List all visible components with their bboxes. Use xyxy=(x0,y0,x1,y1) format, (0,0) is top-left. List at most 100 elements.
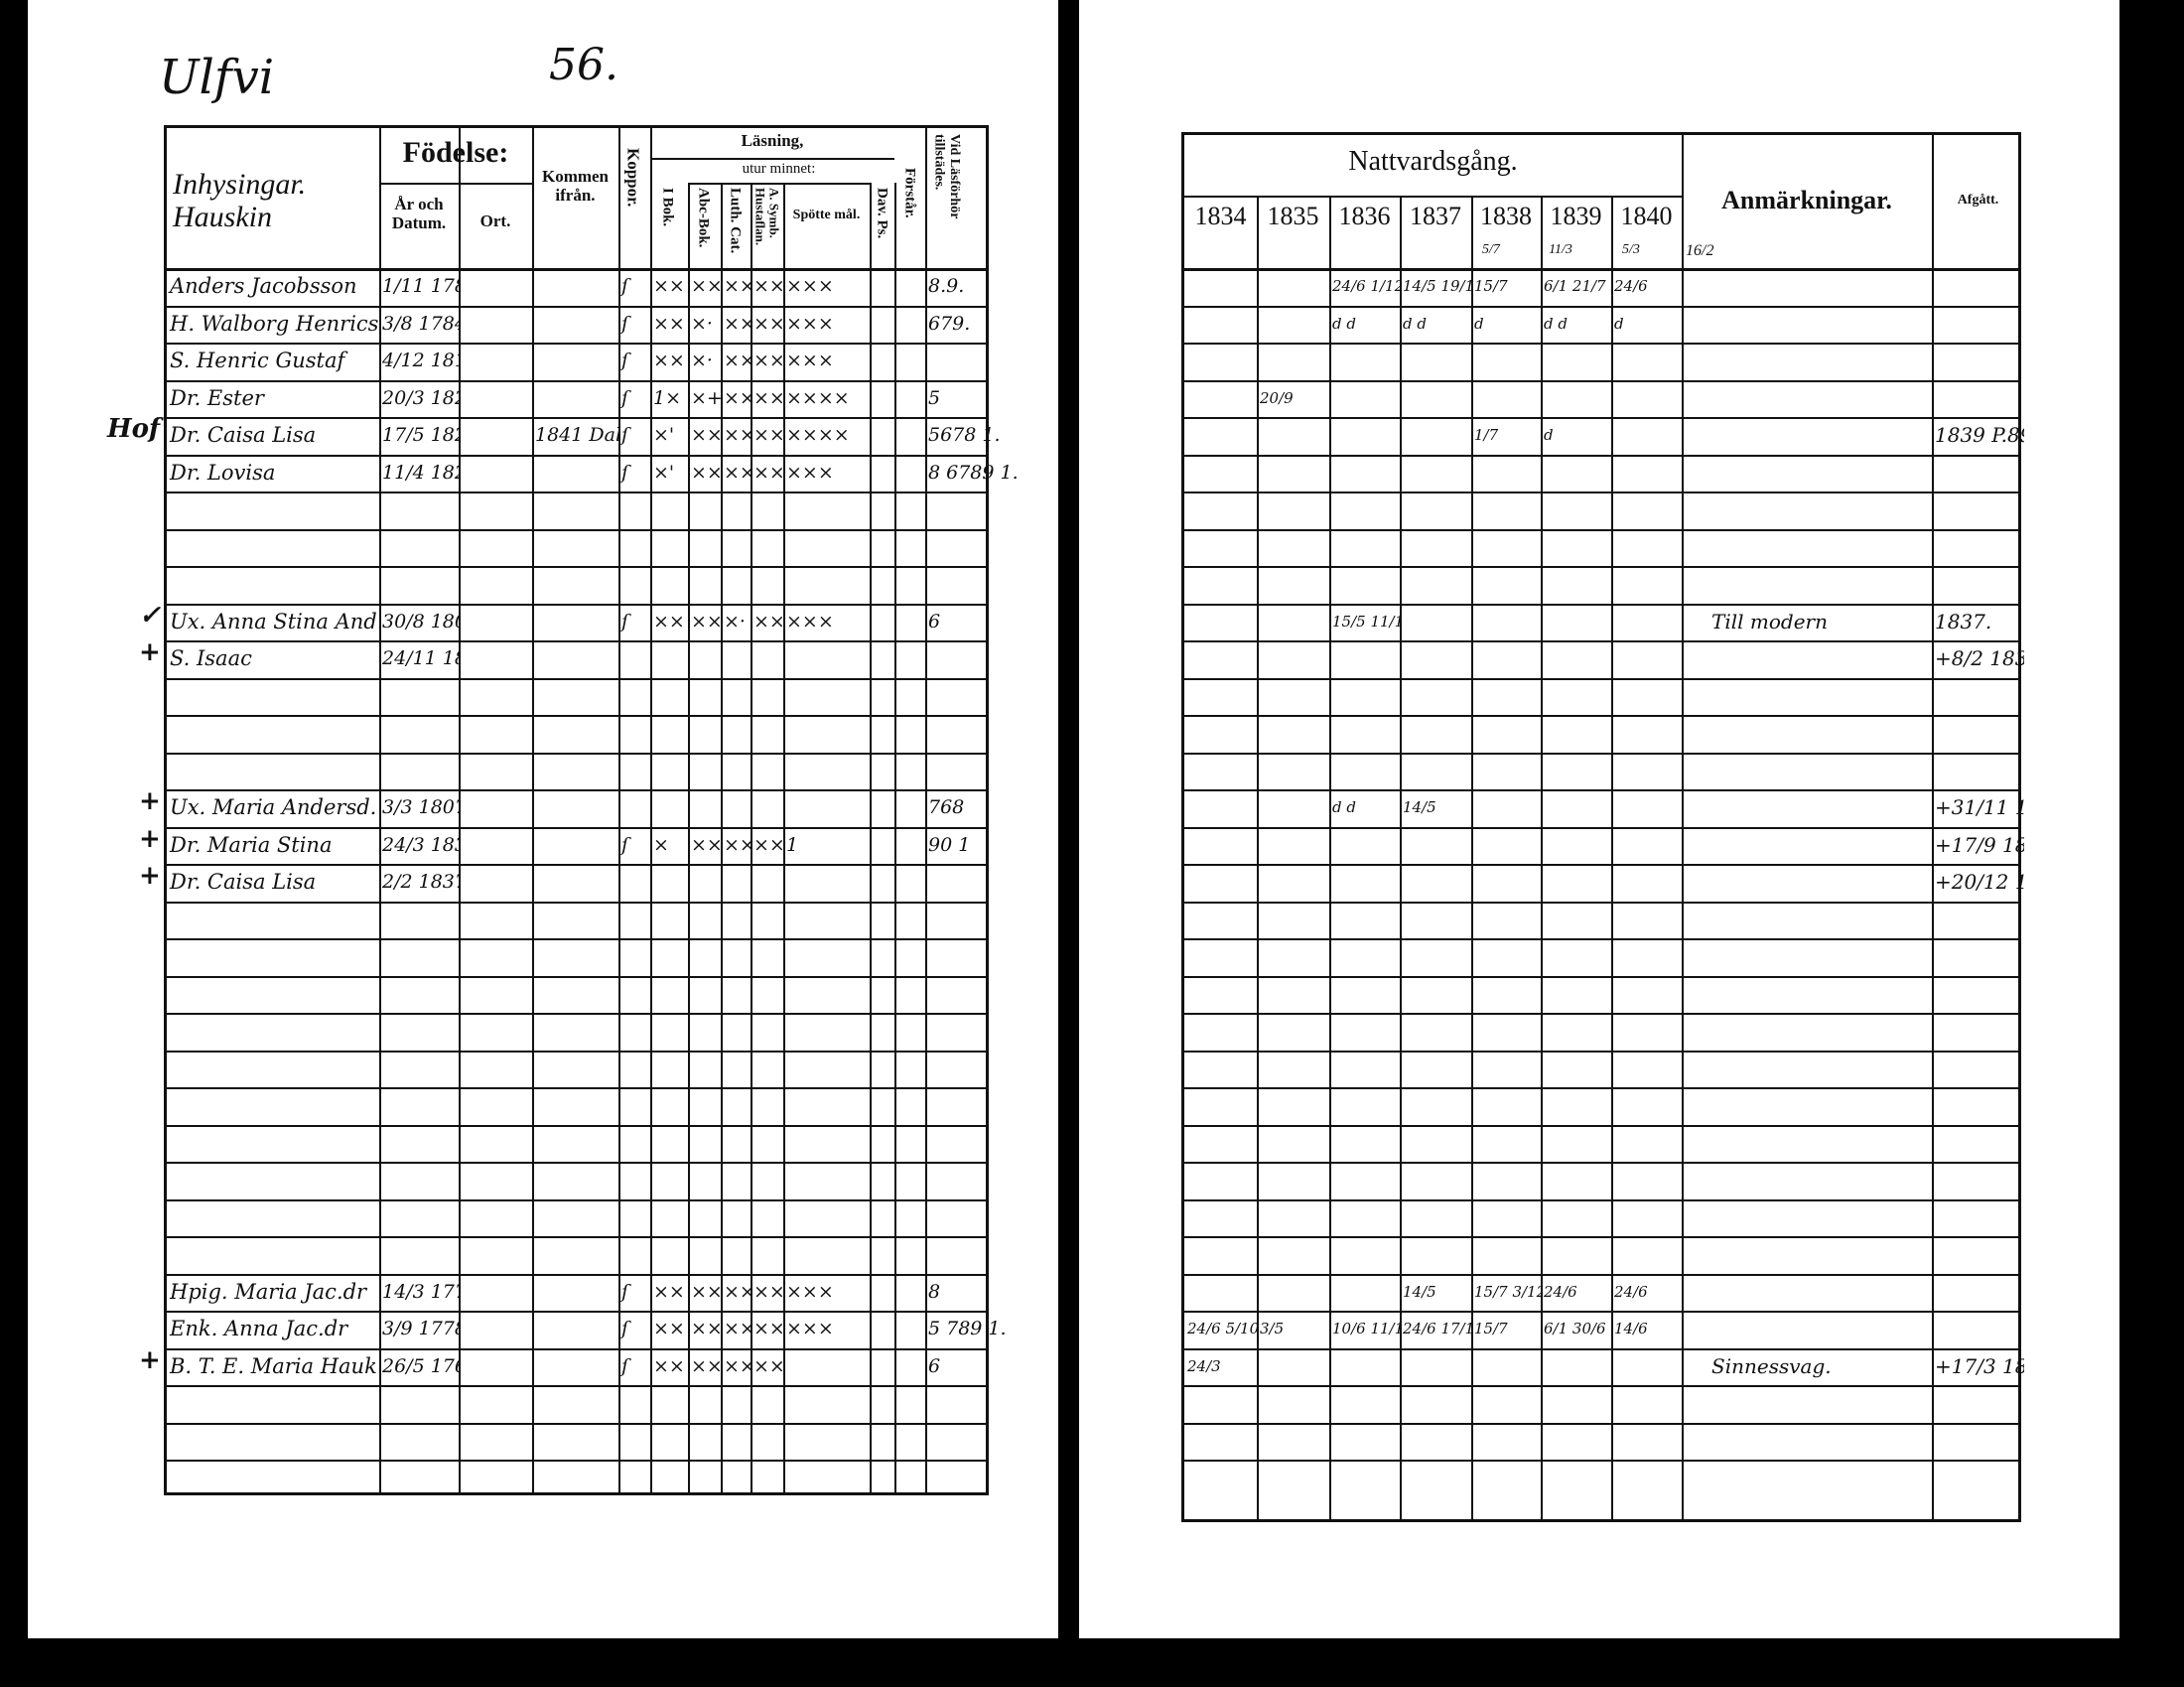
row-divider xyxy=(1184,379,2018,382)
header-ar-datum: År och Datum. xyxy=(391,195,447,232)
row-divider xyxy=(167,938,986,940)
header-year-note: 11/3 xyxy=(1549,242,1572,257)
household-table-left: Inhysingar. Hauskin Födelse: År och Datum.… xyxy=(164,125,1019,1495)
cell-name: Ux. Maria Andersd. xyxy=(170,795,377,819)
row-divider xyxy=(1184,1124,2018,1127)
cell-birth: 4/12 1814 xyxy=(382,350,459,371)
cell-koppor: ſ xyxy=(621,386,629,409)
cell-y1839: 6/1 21/7 xyxy=(1544,277,1606,295)
row-divider xyxy=(167,343,986,345)
header-lasning: Läsning, xyxy=(741,131,804,150)
header-year: 1837 xyxy=(1410,202,1461,230)
cell-name: Dr. Caisa Lisa xyxy=(170,870,317,894)
row-divider xyxy=(167,528,986,531)
cell-vid: 768 xyxy=(928,796,965,818)
row-divider xyxy=(167,789,986,791)
cell-ibok: ×× xyxy=(653,1280,685,1303)
cell-name: Enk. Anna Jac.dr xyxy=(170,1317,348,1340)
row-divider xyxy=(1184,1422,2018,1425)
row-divider xyxy=(167,864,986,866)
cell-luth: ×· xyxy=(724,610,746,633)
row-divider xyxy=(1184,1162,2018,1164)
row-divider xyxy=(167,1050,986,1053)
row-divider xyxy=(1184,826,2018,829)
column-divider xyxy=(894,183,896,1492)
row-divider xyxy=(1184,1273,2018,1276)
cell-vid: 5 xyxy=(928,386,941,409)
row-divider xyxy=(1184,1347,2018,1350)
communion-table-right: Nattvardsgång. 1834 1835 1836 1837 1838 5/7 183… xyxy=(1181,132,2024,1522)
row-divider xyxy=(1184,1198,2018,1201)
cell-y1840: 24/6 xyxy=(1614,277,1648,295)
row-divider xyxy=(167,640,986,642)
row-divider xyxy=(1184,343,2018,345)
cell-name: Dr. Lovisa xyxy=(170,460,276,485)
column-divider xyxy=(1257,196,1259,1519)
cell-name: Dr. Maria Stina xyxy=(170,832,333,857)
row-divider xyxy=(167,1013,986,1015)
row-divider xyxy=(167,1460,986,1462)
row-divider xyxy=(1184,454,2018,457)
header-ort: Ort. xyxy=(479,211,511,230)
cell-ibok: × xyxy=(653,833,669,856)
column-divider xyxy=(925,128,927,1492)
cell-y1835: 20/9 xyxy=(1260,388,1294,407)
cell-spotte: ××× xyxy=(786,461,834,484)
cell-luth: ×× xyxy=(724,1318,751,1339)
cell-symb: ×× xyxy=(753,461,783,484)
cell-ibok: ×' xyxy=(653,461,675,484)
cell-symb: ×× xyxy=(753,424,783,446)
cell-name: H. Walborg Henrics xyxy=(170,311,379,336)
cell-abc: ×× xyxy=(691,461,721,484)
column-divider xyxy=(1400,196,1402,1519)
cell-luth: ×× xyxy=(724,1354,751,1377)
header-year: 1838 xyxy=(1480,202,1532,230)
row-divider xyxy=(1184,566,2018,568)
header-symb: A. Symb. Hustaflan. xyxy=(752,188,782,246)
row-divider xyxy=(167,305,986,308)
cell-y1840: 14/6 xyxy=(1614,1320,1648,1337)
row-divider xyxy=(1184,1385,2018,1387)
row-divider xyxy=(167,677,986,680)
cell-y1837: 14/5 19/11 xyxy=(1403,277,1471,295)
cell-ibok: ×' xyxy=(653,424,675,446)
row-divider xyxy=(1184,528,2018,531)
cell-spotte: ×××× xyxy=(786,424,850,446)
cell-y1840: d xyxy=(1614,314,1624,333)
cell-vid: 679. xyxy=(928,312,971,335)
header-year: 1840 xyxy=(1620,202,1673,230)
cell-spotte: ××× xyxy=(786,275,834,297)
margin-note: Hof xyxy=(107,414,161,444)
cell-symb: ×× xyxy=(753,312,783,335)
minnet-divider xyxy=(688,183,870,185)
header-i-bok: I Bok. xyxy=(659,188,676,227)
cell-y1836: d d xyxy=(1332,798,1356,816)
column-divider xyxy=(650,128,652,1492)
header-dav: Dav. Ps. xyxy=(874,188,890,239)
header-koppor: Koppor. xyxy=(623,148,643,208)
header-extra-note: 16/2 xyxy=(1686,242,1714,259)
column-divider xyxy=(459,128,461,1492)
cell-y1837: 14/5 xyxy=(1403,798,1436,816)
cell-symb: ×× xyxy=(753,1280,783,1303)
cell-symb: ×× xyxy=(753,350,783,371)
margin-note: + xyxy=(139,786,161,816)
header-vid: Vid Läsförhör tillstädes. xyxy=(931,134,962,219)
column-divider xyxy=(379,128,381,1492)
header-name: Inhysingar. Hauskin xyxy=(173,168,307,233)
header-year-note: 5/7 xyxy=(1482,242,1500,257)
row-divider xyxy=(1184,864,2018,866)
header-nattvardsgang: Nattvardsgång. xyxy=(1348,146,1518,177)
parish-title: Ulfvi xyxy=(159,50,275,105)
cell-vid: 8 xyxy=(928,1280,941,1303)
left-page: Ulfvi 56. Inhysingar. Hauskin Födelse: År … xyxy=(28,0,1058,1638)
margin-note: ✓ xyxy=(139,600,161,631)
margin-note: + xyxy=(139,1344,161,1375)
cell-birth: 30/8 1809 xyxy=(382,610,459,633)
header-kommen: Kommen ifrån. xyxy=(541,167,610,205)
cell-name: Hpig. Maria Jac.dr xyxy=(170,1279,367,1304)
cell-anm: Sinnessvag. xyxy=(1711,1353,1832,1378)
row-divider xyxy=(167,1162,986,1164)
row-divider xyxy=(1184,677,2018,680)
cell-y1837: 24/6 17/12 xyxy=(1403,1320,1471,1337)
